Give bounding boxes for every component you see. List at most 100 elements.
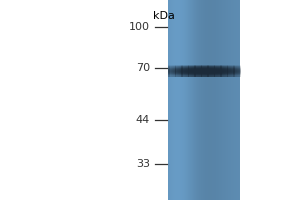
FancyBboxPatch shape	[188, 69, 189, 70]
FancyBboxPatch shape	[188, 70, 189, 71]
FancyBboxPatch shape	[197, 76, 198, 77]
FancyBboxPatch shape	[209, 72, 210, 73]
FancyBboxPatch shape	[222, 74, 223, 75]
FancyBboxPatch shape	[213, 76, 214, 77]
FancyBboxPatch shape	[198, 75, 199, 76]
FancyBboxPatch shape	[201, 69, 202, 70]
FancyBboxPatch shape	[235, 68, 236, 69]
FancyBboxPatch shape	[173, 73, 174, 74]
FancyBboxPatch shape	[193, 73, 194, 74]
FancyBboxPatch shape	[177, 70, 178, 71]
FancyBboxPatch shape	[201, 74, 202, 75]
FancyBboxPatch shape	[177, 72, 178, 73]
FancyBboxPatch shape	[173, 69, 174, 70]
FancyBboxPatch shape	[177, 71, 178, 72]
FancyBboxPatch shape	[185, 71, 186, 72]
FancyBboxPatch shape	[177, 73, 178, 74]
FancyBboxPatch shape	[184, 76, 185, 77]
FancyBboxPatch shape	[199, 69, 200, 70]
FancyBboxPatch shape	[238, 68, 239, 69]
FancyBboxPatch shape	[181, 74, 182, 75]
FancyBboxPatch shape	[190, 76, 191, 77]
FancyBboxPatch shape	[239, 72, 240, 73]
FancyBboxPatch shape	[215, 73, 216, 74]
FancyBboxPatch shape	[205, 73, 206, 74]
FancyBboxPatch shape	[212, 76, 213, 77]
FancyBboxPatch shape	[228, 76, 229, 77]
FancyBboxPatch shape	[222, 66, 223, 67]
FancyBboxPatch shape	[209, 75, 210, 76]
FancyBboxPatch shape	[206, 69, 207, 70]
FancyBboxPatch shape	[192, 74, 193, 75]
FancyBboxPatch shape	[210, 67, 211, 68]
FancyBboxPatch shape	[176, 71, 177, 72]
FancyBboxPatch shape	[229, 73, 230, 74]
FancyBboxPatch shape	[203, 69, 204, 70]
FancyBboxPatch shape	[195, 66, 196, 67]
FancyBboxPatch shape	[207, 75, 208, 76]
FancyBboxPatch shape	[218, 68, 219, 69]
FancyBboxPatch shape	[227, 66, 228, 67]
FancyBboxPatch shape	[238, 71, 239, 72]
FancyBboxPatch shape	[228, 75, 229, 76]
FancyBboxPatch shape	[228, 67, 229, 68]
FancyBboxPatch shape	[214, 67, 215, 68]
FancyBboxPatch shape	[195, 70, 196, 71]
FancyBboxPatch shape	[216, 72, 217, 73]
FancyBboxPatch shape	[226, 73, 227, 74]
FancyBboxPatch shape	[182, 67, 183, 68]
FancyBboxPatch shape	[191, 66, 192, 67]
FancyBboxPatch shape	[214, 69, 215, 70]
FancyBboxPatch shape	[203, 74, 204, 75]
FancyBboxPatch shape	[216, 67, 217, 68]
FancyBboxPatch shape	[213, 72, 214, 73]
FancyBboxPatch shape	[231, 67, 232, 68]
FancyBboxPatch shape	[189, 69, 190, 70]
FancyBboxPatch shape	[224, 71, 225, 72]
FancyBboxPatch shape	[176, 66, 177, 67]
FancyBboxPatch shape	[222, 70, 223, 71]
FancyBboxPatch shape	[222, 66, 223, 67]
FancyBboxPatch shape	[199, 72, 200, 73]
FancyBboxPatch shape	[226, 70, 227, 71]
FancyBboxPatch shape	[210, 68, 211, 69]
FancyBboxPatch shape	[191, 71, 192, 72]
FancyBboxPatch shape	[232, 67, 233, 68]
FancyBboxPatch shape	[183, 73, 184, 74]
FancyBboxPatch shape	[170, 72, 171, 73]
FancyBboxPatch shape	[239, 76, 240, 77]
FancyBboxPatch shape	[197, 66, 198, 67]
FancyBboxPatch shape	[205, 69, 206, 70]
FancyBboxPatch shape	[170, 75, 171, 76]
FancyBboxPatch shape	[229, 67, 230, 68]
FancyBboxPatch shape	[234, 68, 235, 69]
FancyBboxPatch shape	[218, 74, 219, 75]
FancyBboxPatch shape	[221, 73, 222, 74]
FancyBboxPatch shape	[187, 70, 188, 71]
FancyBboxPatch shape	[174, 74, 175, 75]
FancyBboxPatch shape	[206, 72, 207, 73]
FancyBboxPatch shape	[191, 69, 192, 70]
FancyBboxPatch shape	[225, 74, 226, 75]
FancyBboxPatch shape	[223, 76, 224, 77]
FancyBboxPatch shape	[227, 66, 228, 67]
FancyBboxPatch shape	[226, 73, 227, 74]
FancyBboxPatch shape	[220, 72, 221, 73]
FancyBboxPatch shape	[184, 75, 185, 76]
FancyBboxPatch shape	[204, 70, 205, 71]
FancyBboxPatch shape	[202, 74, 203, 75]
FancyBboxPatch shape	[220, 75, 221, 76]
FancyBboxPatch shape	[189, 76, 190, 77]
FancyBboxPatch shape	[199, 71, 200, 72]
FancyBboxPatch shape	[188, 71, 189, 72]
FancyBboxPatch shape	[181, 72, 182, 73]
FancyBboxPatch shape	[187, 70, 188, 71]
FancyBboxPatch shape	[185, 76, 186, 77]
FancyBboxPatch shape	[235, 71, 236, 72]
FancyBboxPatch shape	[206, 70, 207, 71]
FancyBboxPatch shape	[171, 70, 172, 71]
FancyBboxPatch shape	[184, 67, 185, 68]
FancyBboxPatch shape	[172, 68, 173, 69]
FancyBboxPatch shape	[180, 73, 181, 74]
FancyBboxPatch shape	[210, 72, 211, 73]
